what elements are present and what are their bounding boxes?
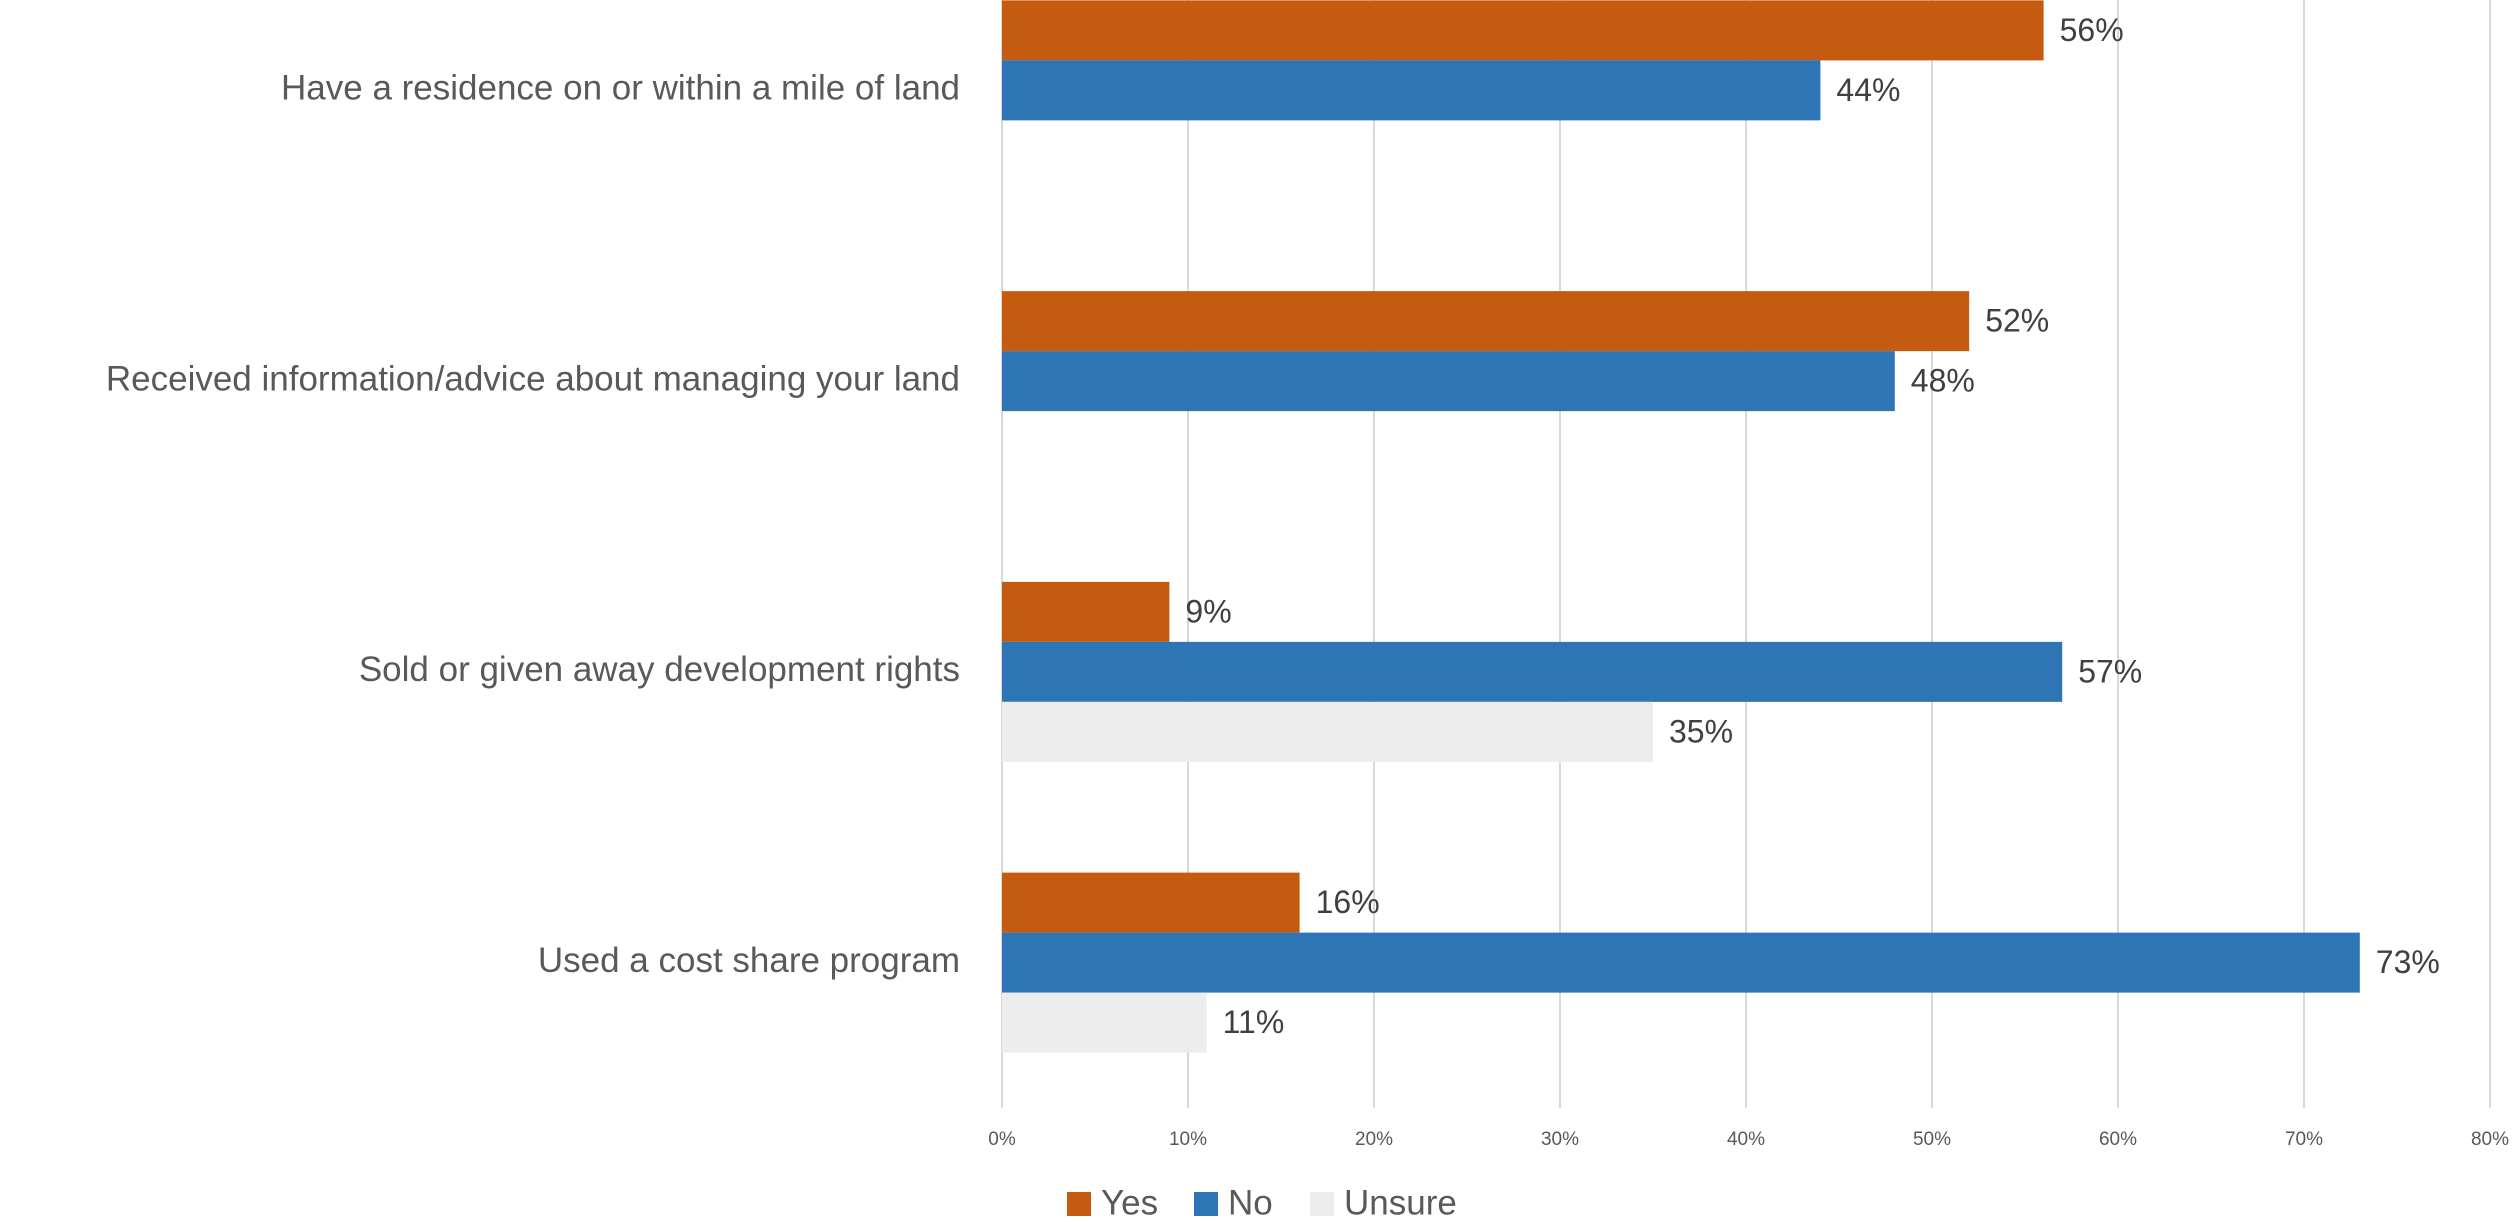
x-tick-label: 60%	[2099, 1129, 2137, 1150]
x-tick-label: 20%	[1355, 1129, 1393, 1150]
x-tick-label: 0%	[988, 1129, 1016, 1150]
data-label: 56%	[2060, 12, 2124, 48]
category-label: Have a residence on or within a mile of …	[281, 69, 960, 108]
data-label: 16%	[1316, 884, 1380, 920]
category-label: Sold or given away development rights	[359, 650, 960, 689]
data-label: 35%	[1669, 713, 1733, 749]
legend-swatch	[1194, 1192, 1218, 1216]
x-tick-label: 10%	[1169, 1129, 1207, 1150]
bar	[1002, 291, 1970, 352]
x-tick-label: 50%	[1913, 1129, 1951, 1150]
legend-label: Unsure	[1344, 1183, 1457, 1222]
category-label: Used a cost share program	[538, 941, 960, 980]
data-label: 48%	[1911, 363, 1975, 399]
bar	[1002, 641, 2063, 702]
x-tick-label: 70%	[2285, 1129, 2323, 1150]
x-tick-label: 40%	[1727, 1129, 1765, 1150]
bar	[1002, 581, 1170, 642]
data-label: 9%	[1185, 593, 1231, 629]
bar	[1002, 872, 1300, 933]
bar	[1002, 932, 2360, 993]
legend-swatch	[1310, 1192, 1334, 1216]
legend-swatch	[1067, 1192, 1091, 1216]
category-label: Received information/advice about managi…	[106, 359, 960, 398]
bar	[1002, 60, 1821, 121]
data-label: 57%	[2078, 653, 2142, 689]
bar	[1002, 701, 1653, 762]
x-tick-label: 80%	[2471, 1129, 2509, 1150]
data-label: 73%	[2376, 944, 2440, 980]
legend-label: Yes	[1101, 1183, 1158, 1222]
data-label: 52%	[1985, 303, 2049, 339]
data-label: 11%	[1223, 1004, 1285, 1040]
bar	[1002, 351, 1895, 412]
legend-label: No	[1228, 1183, 1273, 1222]
x-tick-label: 30%	[1541, 1129, 1579, 1150]
bar	[1002, 0, 2044, 61]
bar	[1002, 992, 1207, 1053]
data-label: 44%	[1836, 72, 1900, 108]
